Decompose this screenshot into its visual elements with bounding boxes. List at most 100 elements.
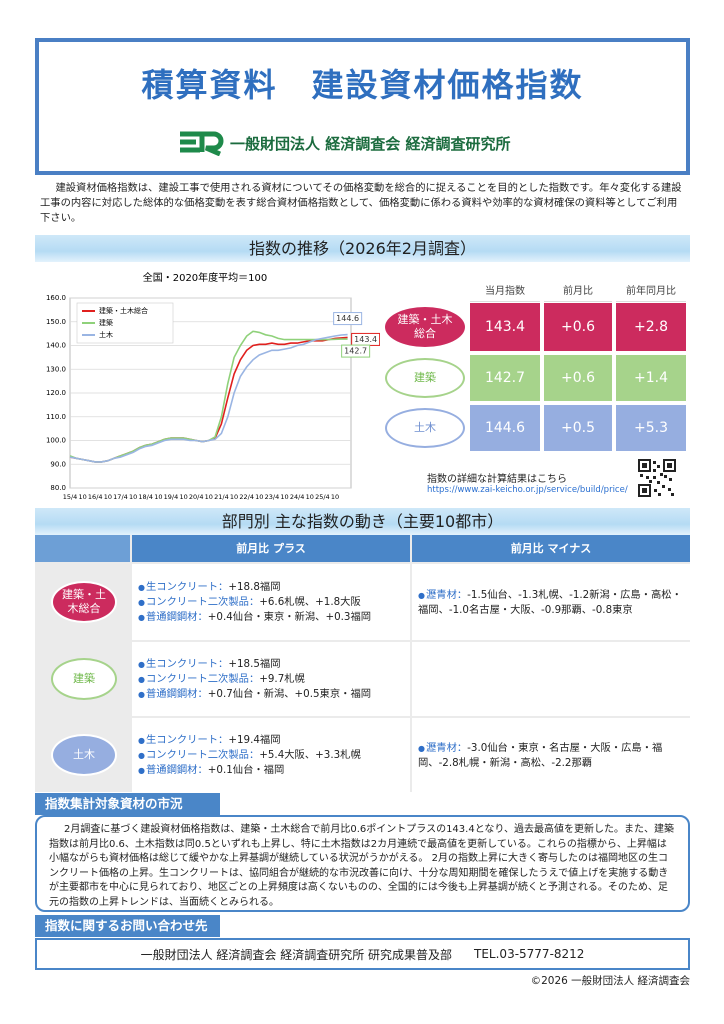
summary-table: 当月指数 前月比 前年同月比 建築・土木総合 143.4 +0.6 +2.8 建築 142.7 +…	[383, 283, 690, 458]
y-tick-label: 120.0	[46, 389, 66, 397]
bullet: 普通鋼鋼材：+0.4仙台・東京・新潟、+0.3福岡	[138, 610, 404, 625]
value-cell: +0.6	[544, 355, 612, 401]
bullet-detail: -1.5仙台、-1.3札幌、-1.2新潟・広島・高松・福岡、-1.0名古屋・大阪…	[418, 588, 682, 616]
x-tick-label: 10	[179, 493, 187, 501]
x-tick-label: 17/4	[113, 493, 128, 501]
market-text: 2月調査に基づく建設資材価格指数は、建築・土木総合で前月比0.6ポイントプラスの…	[35, 815, 690, 912]
row-label: 建築	[51, 658, 117, 700]
data-label: 143.4	[354, 335, 377, 344]
value-cell: 144.6	[470, 405, 540, 451]
y-tick-label: 80.0	[50, 484, 66, 492]
data-label: 144.6	[336, 314, 359, 323]
link-url[interactable]: https://www.zai-keicho.or.jp/service/bui…	[427, 485, 628, 495]
x-tick-label: 10	[280, 493, 288, 501]
organization: 一般財団法人 経済調査会 経済調査研究所	[230, 135, 511, 153]
link-text: 指数の詳細な計算結果はこちら	[427, 474, 567, 485]
bullet-detail: +18.5福岡	[228, 657, 281, 670]
section-tab: 指数集計対象資材の市況	[35, 793, 220, 815]
data-label-box	[341, 344, 371, 358]
bullet-detail: +18.8福岡	[228, 580, 281, 593]
x-tick-label: 24/4	[290, 493, 305, 501]
bullet-detail: +19.4福岡	[228, 733, 281, 746]
x-tick-label: 18/4	[138, 493, 153, 501]
title: 積算資料 建設資材価格指数	[141, 66, 584, 104]
list-cell	[412, 642, 690, 716]
x-tick-label: 10	[306, 493, 314, 501]
bullet: 生コンクリート：+18.5福岡	[138, 657, 404, 672]
x-tick-label: 20/4	[189, 493, 204, 501]
bullet-detail: +6.6札幌、+1.8大阪	[259, 595, 361, 608]
header-box	[35, 38, 690, 175]
row-label: 建築・土木総合	[385, 307, 465, 347]
bullet-item: 瀝青材：	[418, 742, 467, 754]
bullet-item: 生コンクリート：	[138, 734, 228, 746]
contact-box: 一般財団法人 経済調査会 経済調査研究所 研究成果普及部 TEL.03-5777…	[35, 938, 690, 970]
logo	[180, 131, 224, 156]
footer: ©2026 一般財団法人 経済調査会	[530, 975, 690, 987]
bullet-detail: +0.1仙台・福岡	[207, 763, 285, 776]
data-label: 142.7	[344, 347, 367, 356]
bullet-item: 生コンクリート：	[138, 658, 228, 670]
qr-code	[638, 459, 676, 497]
row-label: 建築・土木総合	[51, 581, 117, 623]
bullet-item: コンクリート二次製品：	[138, 749, 259, 761]
x-tick-label: 10	[255, 493, 263, 501]
value-cell: +0.6	[544, 303, 612, 351]
column-header: 前月比 プラス	[132, 535, 410, 562]
bullet: 瀝青材：-1.5仙台、-1.3札幌、-1.2新潟・広島・高松・福岡、-1.0名古…	[418, 588, 684, 617]
bullet-detail: +0.4仙台・東京・新潟、+0.3福岡	[207, 610, 372, 623]
bullet: コンクリート二次製品：+9.7札幌	[138, 672, 404, 687]
y-tick-label: 140.0	[46, 342, 66, 350]
series-line	[69, 333, 348, 463]
contact: 一般財団法人 経済調査会 経済調査研究所 研究成果普及部	[140, 947, 453, 962]
legend-label: 建築・土木総合	[99, 306, 148, 315]
x-tick-label: 10	[104, 493, 112, 501]
bullet: 普通鋼鋼材：+0.7仙台・新潟、+0.5東京・福岡	[138, 687, 404, 702]
bullet: コンクリート二次製品：+5.4大阪、+3.3札幌	[138, 748, 404, 763]
x-tick-label: 10	[331, 493, 339, 501]
data-label-box	[333, 312, 363, 326]
bullet: 生コンクリート：+19.4福岡	[138, 733, 404, 748]
bullet-detail: +5.4大阪、+3.3札幌	[259, 748, 361, 761]
bullet: 生コンクリート：+18.8福岡	[138, 580, 404, 595]
x-tick-label: 10	[230, 493, 238, 501]
bullet: 普通鋼鋼材：+0.1仙台・福岡	[138, 763, 404, 778]
bullet-item: 普通鋼鋼材：	[138, 764, 208, 776]
x-tick-label: 10	[78, 493, 86, 501]
x-tick-label: 22/4	[239, 493, 254, 501]
row-label: 建築	[385, 358, 465, 398]
x-tick-label: 21/4	[214, 493, 229, 501]
value-cell: 143.4	[470, 303, 540, 351]
x-tick-label: 10	[205, 493, 213, 501]
x-tick-label: 19/4	[164, 493, 179, 501]
chart-title: 全国・2020年度平均＝100	[143, 271, 268, 284]
list-cell: 生コンクリート：+19.4福岡コンクリート二次製品：+5.4大阪、+3.3札幌普…	[132, 718, 410, 792]
bullet-detail: +0.7仙台・新潟、+0.5東京・福岡	[207, 687, 372, 700]
value-cell: +1.4	[616, 355, 686, 401]
list-cell: 生コンクリート：+18.5福岡コンクリート二次製品：+9.7札幌普通鋼鋼材：+0…	[132, 642, 410, 716]
list-cell: 瀝青材：-3.0仙台・東京・名古屋・大阪・広島・福岡、-2.8札幌・新潟・高松、…	[412, 718, 690, 792]
x-tick-label: 10	[154, 493, 162, 501]
bullet: コンクリート二次製品：+6.6札幌、+1.8大阪	[138, 595, 404, 610]
column-header: 前年同月比	[616, 283, 686, 302]
chart: 全国・2020年度平均＝100 80.0 90.0 100.0 110.0 120.0 1…	[46, 271, 380, 501]
bullet-item: 生コンクリート：	[138, 581, 228, 593]
bullet-detail: +9.7札幌	[259, 672, 305, 685]
y-tick-label: 90.0	[50, 460, 66, 468]
value-cell: 142.7	[470, 355, 540, 401]
bullet-detail: -3.0仙台・東京・名古屋・大阪・広島・福岡、-2.8札幌・新潟・高松、-2.2…	[418, 741, 663, 769]
intro: 建設資材価格指数は、建設工事で使用される資材についてその価格変動を総合的に捉える…	[40, 182, 682, 224]
row-label: 土木	[385, 408, 465, 448]
y-tick-label: 130.0	[46, 365, 66, 373]
header-cell	[35, 535, 130, 562]
value-cell: +5.3	[616, 405, 686, 451]
y-tick-label: 100.0	[46, 437, 66, 445]
column-header: 前月比 マイナス	[412, 535, 690, 562]
y-tick-label: 160.0	[46, 294, 66, 302]
bullet-item: 普通鋼鋼材：	[138, 611, 208, 623]
section-tab: 指数に関するお問い合わせ先	[35, 915, 220, 937]
bullet: 瀝青材：-3.0仙台・東京・名古屋・大阪・広島・福岡、-2.8札幌・新潟・高松、…	[418, 741, 684, 770]
row-label: 土木	[51, 734, 117, 776]
